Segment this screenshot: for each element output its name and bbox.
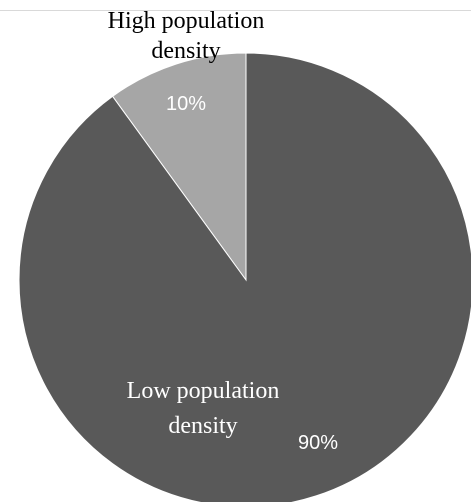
slice-category-label-line: density bbox=[151, 38, 220, 64]
slice-percent-label-1: 90% bbox=[298, 432, 338, 454]
pie-slices bbox=[18, 52, 471, 502]
slice-category-label-line: Low population bbox=[127, 378, 280, 404]
slice-category-label-0: High population density bbox=[108, 8, 265, 64]
slice-category-label-1: Low population density bbox=[127, 378, 280, 439]
slice-percent-label-0: 10% bbox=[166, 93, 206, 115]
pie-labels: High population density 10% Low population d… bbox=[108, 8, 339, 454]
slice-category-label-line: density bbox=[168, 413, 237, 439]
slice-category-label-line: High population bbox=[108, 8, 265, 34]
pie-slice-0 bbox=[111, 52, 247, 282]
pie-slice-1 bbox=[18, 52, 471, 502]
